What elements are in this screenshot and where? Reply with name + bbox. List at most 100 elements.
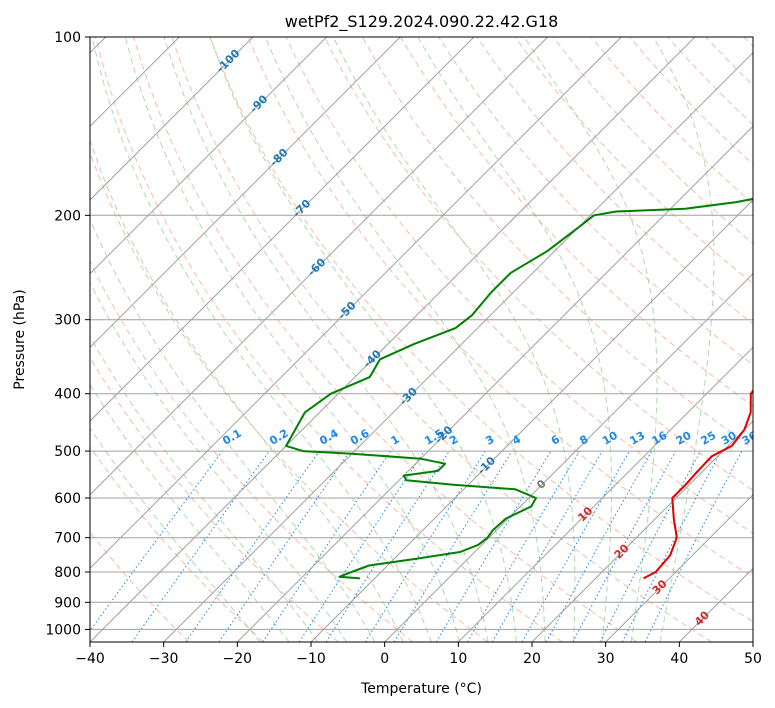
dry-adiabat-line — [743, 37, 753, 47]
y-tick-label: 400 — [54, 387, 81, 403]
y-tick-label: 700 — [54, 531, 81, 547]
isotherm-line — [678, 567, 753, 642]
moist-adiabat-line — [90, 335, 319, 642]
mixing-ratio-line — [90, 450, 223, 632]
dry-adiabat-line — [285, 37, 753, 535]
moist-adiabat-line — [209, 37, 517, 642]
x-tick-label: 20 — [523, 651, 541, 667]
x-tick-label: 30 — [597, 651, 615, 667]
moist-adiabat-line — [417, 37, 612, 642]
profile-lines — [285, 197, 753, 580]
isotherm-line — [457, 346, 753, 642]
y-tick-label: 100 — [54, 30, 81, 46]
moist-adiabat-line — [523, 37, 658, 642]
isotherm-line — [531, 420, 753, 642]
mixing-ratio-line — [545, 450, 653, 642]
mixing-ratio-label: 20 — [674, 429, 694, 448]
dewpoint-profile-line — [285, 197, 753, 580]
dry-adiabat-line — [667, 37, 753, 126]
mixing-ratio-labels: 0.1 0.2 0.4 0.6 1 1.5 2 3 4 6 8 10 13 16 20 25 30 36 — [220, 427, 753, 448]
dry-adiabat-line — [90, 356, 339, 642]
x-tick-label: 50 — [744, 651, 762, 667]
isotherm-line — [90, 37, 549, 496]
dry-adiabat-line — [705, 37, 753, 87]
isotherm-line — [90, 37, 254, 201]
mixing-ratio-line — [364, 450, 486, 642]
mixing-ratio-label: 16 — [650, 429, 670, 448]
plot-frame — [89, 36, 754, 643]
isotherm-line — [163, 51, 753, 642]
isotherm-line — [90, 37, 696, 642]
dry-adiabat-line — [209, 37, 753, 623]
mixing-ratio-line — [262, 450, 392, 642]
dry-adiabat-line — [514, 37, 753, 285]
moist-adiabat-line — [91, 37, 432, 642]
x-tick-label: −10 — [296, 651, 326, 667]
mixing-ratio-line — [298, 450, 425, 642]
mixing-ratio-line — [572, 450, 677, 642]
isotherm-line — [90, 37, 622, 570]
mixing-ratio-line — [185, 450, 320, 642]
dry-adiabat-line — [95, 37, 563, 642]
y-tick-label: 1000 — [45, 622, 81, 638]
mixing-ratio-line — [599, 450, 701, 642]
moist-adiabat-line — [90, 138, 404, 642]
moist-adiabat-line — [332, 37, 576, 642]
temperature-profile-line — [643, 389, 753, 580]
dry-adiabat-line — [476, 37, 753, 325]
mixing-ratio-label: 25 — [699, 429, 719, 448]
mixing-ratio-label: 10 — [600, 429, 620, 448]
dry-adiabat-line — [438, 37, 753, 366]
isotherm-line — [90, 37, 328, 275]
moist-adiabat-line — [90, 281, 347, 642]
x-tick-label: −30 — [149, 651, 179, 667]
moist-adiabat-line — [90, 218, 376, 642]
isotherm-line — [752, 641, 753, 642]
y-tick-label: 200 — [54, 208, 81, 224]
dry-adiabat-line — [323, 37, 753, 491]
mixing-ratio-label: 0.1 — [220, 427, 243, 448]
y-tick-label: 300 — [54, 313, 81, 329]
moist-adiabat-line — [124, 37, 461, 642]
mixing-ratio-label: 0.6 — [348, 427, 372, 448]
y-axis-ticks: 100 200 300 400 500 600 700 800 900 1000 — [45, 30, 90, 638]
moist-adiabat-line — [264, 37, 546, 642]
isotherm-label: 30 — [650, 577, 670, 597]
x-tick-label: 40 — [670, 651, 688, 667]
mixing-ratio-line — [218, 450, 351, 642]
y-tick-label: 900 — [54, 595, 81, 611]
x-tick-label: 10 — [449, 651, 467, 667]
mixing-ratio-label: 0.4 — [317, 427, 341, 448]
mixing-ratio-line — [521, 450, 630, 642]
isotherm-line — [90, 37, 475, 422]
y-axis-title: Pressure (hPa) — [12, 289, 28, 389]
mixing-ratio-label: 6 — [549, 432, 562, 447]
moist-adiabat-line — [90, 427, 261, 642]
mixing-ratio-line — [435, 450, 552, 642]
mixing-ratio-label: 30 — [719, 429, 739, 448]
dry-adiabat-line — [133, 37, 638, 642]
y-tick-label: 800 — [54, 565, 81, 581]
mixing-ratio-label: 1 — [389, 433, 402, 448]
grid-lines — [90, 36, 753, 630]
isotherm-line — [310, 199, 753, 642]
mixing-ratio-line — [325, 450, 450, 642]
background-lines — [90, 37, 753, 642]
y-tick-label: 500 — [54, 444, 81, 460]
dry-adiabat-line — [90, 531, 190, 642]
x-axis-ticks: −40 −30 −20 −10 0 10 20 30 40 50 — [75, 642, 762, 667]
moist-adiabat-line — [163, 37, 489, 642]
isotherm-line — [236, 125, 753, 642]
mixing-ratio-label: 8 — [577, 433, 590, 448]
dry-adiabat-line — [90, 445, 264, 642]
mixing-ratio-line — [393, 450, 513, 642]
dry-adiabat-line — [552, 37, 753, 245]
mixing-ratio-line — [131, 450, 270, 642]
x-tick-label: −40 — [75, 651, 105, 667]
isotherm-line — [605, 493, 753, 642]
x-tick-label: 0 — [380, 651, 389, 667]
mixing-ratio-label: 3 — [483, 433, 496, 448]
chart-title: wetPf2_S129.2024.090.22.42.G18 — [285, 12, 559, 32]
